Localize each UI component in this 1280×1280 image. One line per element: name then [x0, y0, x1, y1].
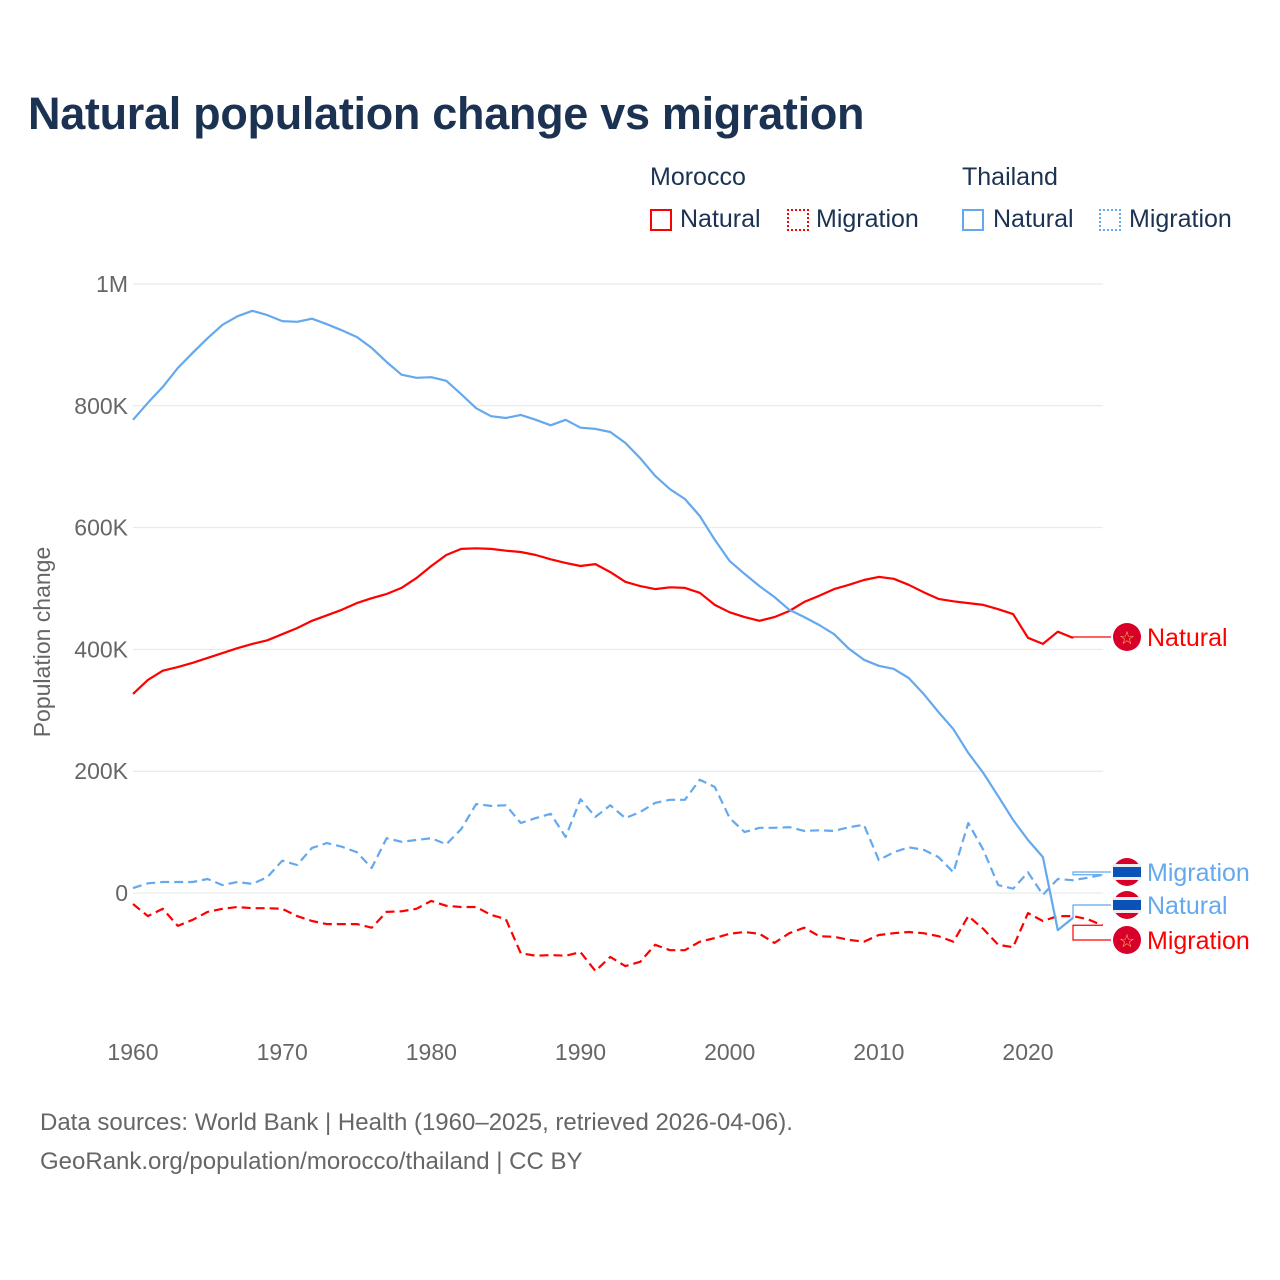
y-tick-label: 200K — [74, 758, 128, 784]
y-axis-label: Population change — [29, 547, 55, 738]
x-tick-label: 2010 — [853, 1039, 904, 1065]
y-tick-label: 800K — [74, 393, 128, 419]
end-label-thailand-migration: Migration — [1147, 859, 1250, 887]
legend-item-morocco-natural[interactable]: Natural — [680, 205, 761, 233]
legend-swatch-thailand-natural — [962, 209, 984, 231]
end-label-connector — [1072, 924, 1111, 941]
end-label-morocco-migration: Migration — [1147, 927, 1250, 955]
legend-group-thailand: Thailand — [962, 163, 1058, 191]
morocco-flag-icon — [1113, 623, 1141, 651]
x-tick-label: 2020 — [1002, 1039, 1053, 1065]
x-tick-label: 1990 — [555, 1039, 606, 1065]
series-line-morocco-migration — [132, 899, 1104, 973]
y-tick-label: 0 — [115, 880, 128, 906]
legend-swatch-thailand-migration — [1099, 209, 1121, 231]
series-line-morocco-natural — [132, 547, 1074, 695]
star-icon: ☆ — [1119, 931, 1135, 951]
legend-item-thailand-migration[interactable]: Migration — [1129, 205, 1232, 233]
x-tick-label: 1970 — [257, 1039, 308, 1065]
legend-swatch-morocco-natural — [650, 209, 672, 231]
y-tick-label: 600K — [74, 515, 128, 541]
end-label-morocco-natural: Natural — [1147, 624, 1228, 652]
x-tick-label: 1980 — [406, 1039, 457, 1065]
flag-stripe — [1113, 900, 1141, 910]
end-label-thailand-natural: Natural — [1147, 892, 1228, 920]
series-line-thailand-natural — [132, 309, 1074, 932]
series-line-thailand-migration — [132, 778, 1103, 896]
y-tick-label: 400K — [74, 636, 128, 662]
y-tick-label: 1M — [96, 271, 128, 297]
chart-title: Natural population change vs migration — [28, 88, 865, 139]
star-icon: ☆ — [1119, 628, 1135, 648]
end-label-connector — [1072, 871, 1111, 876]
x-tick-label: 2000 — [704, 1039, 755, 1065]
legend-swatch-morocco-migration — [787, 209, 809, 231]
end-label-connector — [1072, 636, 1111, 639]
flag-stripe — [1113, 867, 1141, 877]
end-label-connector — [1072, 904, 1111, 919]
legend-item-morocco-migration[interactable]: Migration — [816, 205, 919, 233]
legend-group-morocco: Morocco — [650, 163, 746, 191]
legend-item-thailand-natural[interactable]: Natural — [993, 205, 1074, 233]
source-line-2[interactable]: GeoRank.org/population/morocco/thailand … — [40, 1148, 583, 1175]
x-tick-label: 1960 — [107, 1039, 158, 1065]
morocco-flag-icon — [1113, 926, 1141, 954]
source-line-1: Data sources: World Bank | Health (1960–… — [40, 1109, 793, 1136]
